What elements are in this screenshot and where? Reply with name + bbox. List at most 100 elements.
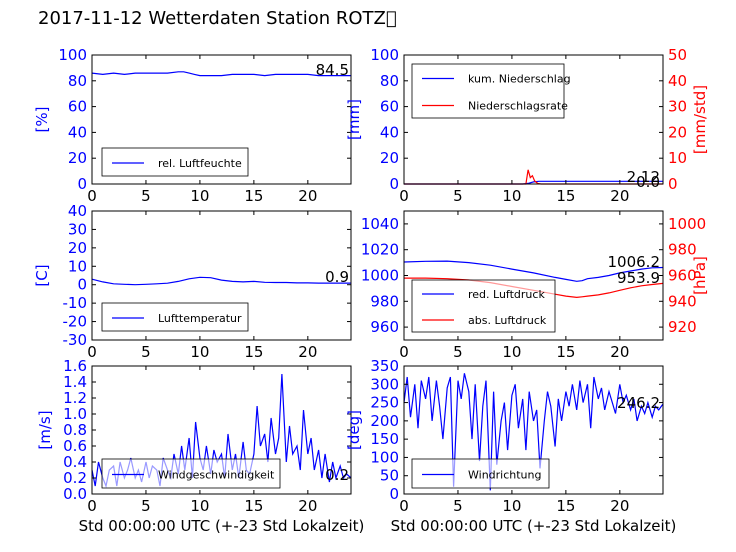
windspeed-ytick-label: 0.2 — [63, 469, 87, 487]
humidity-xtick-label: 15 — [244, 187, 263, 205]
pressure-xtick-label: 5 — [453, 343, 463, 361]
humidity-ylabel: [%] — [33, 107, 51, 133]
temperature-xtick-label: 0 — [87, 343, 97, 361]
precipitation-value-label: 2.12 — [627, 168, 660, 186]
pressure-ytick-label: 960 — [370, 318, 399, 336]
pressure-value-label: 1006.2 — [608, 253, 661, 271]
winddir-xtick-label: 10 — [502, 497, 521, 515]
winddir-xtick-label: 20 — [610, 497, 629, 515]
windspeed-ylabel: [m/s] — [36, 410, 54, 449]
winddir-legend-label: Windrichtung — [468, 469, 541, 482]
precipitation-legend-box — [411, 63, 565, 119]
windspeed-chart: 0 5 10 15 200.00.20.40.60.81.01.21.41.6[m/s]… — [36, 357, 364, 535]
pressure-xtick-label: 20 — [610, 343, 629, 361]
precipitation-ytick-label: 20 — [380, 149, 399, 167]
precipitation-value-label: 0.0 — [636, 173, 660, 191]
precipitation-plot-frame — [403, 54, 664, 185]
pressure-ytick-right-label: 980 — [668, 241, 697, 259]
temperature-value-label: 0.9 — [325, 268, 349, 286]
winddir-legend-box — [411, 458, 550, 489]
pressure-series-0-line — [403, 260, 664, 282]
humidity-ytick-label: 100 — [58, 46, 87, 64]
winddir-ytick-label: 50 — [380, 467, 399, 485]
windspeed-ytick-label: 1.0 — [63, 405, 87, 423]
winddir-ytick-label: 100 — [370, 448, 399, 466]
temperature-ytick-label: 30 — [68, 220, 87, 238]
pressure-ytick-label: 1020 — [361, 241, 399, 259]
pressure-ytick-right-label: 1000 — [668, 215, 706, 233]
windspeed-xtick-label: 5 — [141, 497, 151, 515]
precipitation-xtick-label: 15 — [556, 187, 575, 205]
pressure-ylabel-right: [hPa] — [691, 256, 709, 295]
humidity-xtick-label: 0 — [87, 187, 97, 205]
humidity-ytick-label: 60 — [68, 98, 87, 116]
winddir-ytick-label: 300 — [370, 375, 399, 393]
windspeed-ytick-label: 1.6 — [63, 357, 87, 375]
windspeed-xtick-label: 20 — [298, 497, 317, 515]
pressure-xtick-label: 15 — [556, 343, 575, 361]
humidity-ytick-label: 40 — [68, 123, 87, 141]
humidity-plot-frame — [91, 54, 352, 185]
humidity-ytick-label: 20 — [68, 149, 87, 167]
windspeed-xtick-label: 10 — [190, 497, 209, 515]
precipitation-ytick-right-label: 50 — [668, 46, 687, 64]
humidity-legend-label: rel. Luftfeuchte — [158, 157, 242, 170]
pressure-ytick-right-label: 960 — [668, 267, 697, 285]
pressure-ytick-right-label: 920 — [668, 318, 697, 336]
precipitation-ytick-label: 100 — [370, 46, 399, 64]
winddir-ytick-label: 0 — [389, 485, 399, 503]
temperature-xtick-label: 15 — [244, 343, 263, 361]
windspeed-xtick-label: 0 — [87, 497, 97, 515]
temperature-chart: 0 5 10 15 20-30-20-10010203040[C]Lufttempera… — [33, 202, 352, 361]
windspeed-ytick-label: 0.0 — [63, 485, 87, 503]
temperature-ytick-label: 20 — [68, 239, 87, 257]
pressure-value-label: 953.9 — [617, 269, 660, 287]
precipitation-ylabel-right: [mm/std] — [691, 85, 709, 154]
temperature-ytick-label: -10 — [63, 294, 88, 312]
precipitation-ylabel: [mm] — [345, 99, 363, 140]
windspeed-ytick-label: 0.6 — [63, 437, 87, 455]
humidity-xtick-label: 5 — [141, 187, 151, 205]
humidity-ytick-label: 0 — [77, 175, 87, 193]
precipitation-xtick-label: 0 — [399, 187, 409, 205]
winddir-ytick-label: 150 — [370, 430, 399, 448]
humidity-xtick-label: 10 — [190, 187, 209, 205]
pressure-legend-label: red. Luftdruck — [468, 288, 545, 301]
winddir-ytick-label: 350 — [370, 357, 399, 375]
windspeed-value-label: 0.2 — [325, 466, 349, 484]
precipitation-ytick-label: 60 — [380, 98, 399, 116]
temperature-ylabel: [C] — [33, 264, 51, 286]
pressure-xtick-label: 0 — [399, 343, 409, 361]
pressure-ytick-right-label: 940 — [668, 292, 697, 310]
temperature-ytick-label: -30 — [63, 331, 88, 349]
winddir-series-0-line — [403, 373, 664, 491]
windspeed-ytick-label: 1.2 — [63, 389, 87, 407]
temperature-xtick-label: 10 — [190, 343, 209, 361]
winddir-ylabel: [deg] — [345, 410, 363, 450]
page-title: 2017-11-12 Wetterdaten Station ROTZ  — [38, 8, 397, 29]
temperature-legend-label: Lufttemperatur — [158, 312, 242, 325]
temperature-ytick-label: 10 — [68, 257, 87, 275]
windspeed-legend-box — [101, 458, 281, 489]
precipitation-ytick-label: 0 — [389, 175, 399, 193]
temperature-plot-frame — [91, 210, 352, 341]
precipitation-xtick-label: 5 — [453, 187, 463, 205]
humidity-legend-box — [101, 147, 249, 177]
pressure-xtick-label: 10 — [502, 343, 521, 361]
windspeed-ytick-label: 0.8 — [63, 421, 87, 439]
humidity-xtick-label: 20 — [298, 187, 317, 205]
precipitation-legend-label: kum. Niederschlag — [468, 73, 571, 86]
winddir-value-label: 246.2 — [617, 394, 660, 412]
precipitation-ytick-right-label: 20 — [668, 123, 687, 141]
precipitation-ytick-right-label: 0 — [668, 175, 678, 193]
windspeed-ytick-label: 0.4 — [63, 453, 87, 471]
winddir-xtick-label: 5 — [453, 497, 463, 515]
temperature-legend-box — [101, 302, 249, 332]
pressure-chart: 0 5 10 15 20 960 980 1000 1020 1040 920 940 960 980 10… — [361, 210, 709, 361]
winddir-plot-frame — [403, 365, 664, 495]
temperature-ytick-label: 0 — [77, 276, 87, 294]
temperature-xtick-label: 5 — [141, 343, 151, 361]
windspeed-xlabel: Std 00:00:00 UTC (+-23 Std Lokalzeit) — [79, 517, 365, 535]
